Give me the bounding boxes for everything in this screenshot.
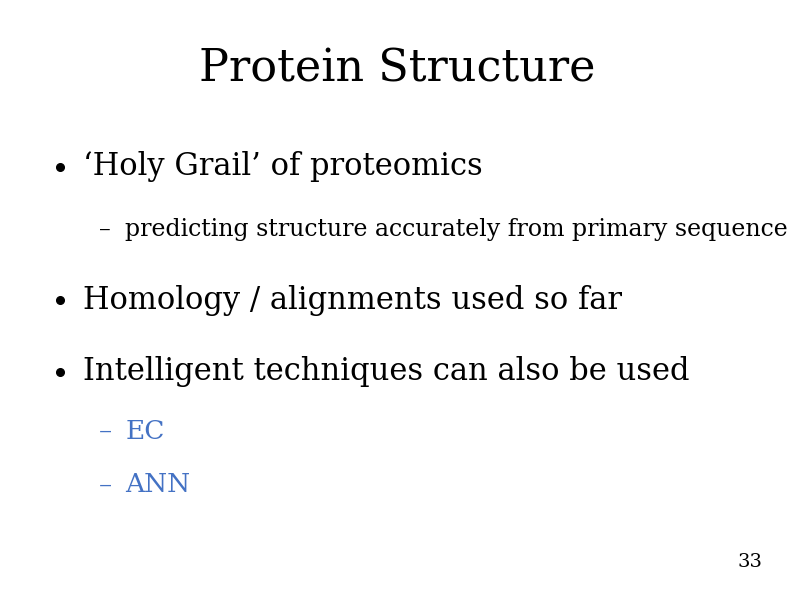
Text: Intelligent techniques can also be used: Intelligent techniques can also be used	[83, 356, 690, 387]
Text: ‘Holy Grail’ of proteomics: ‘Holy Grail’ of proteomics	[83, 151, 483, 182]
Text: Homology / alignments used so far: Homology / alignments used so far	[83, 285, 622, 316]
Text: –: –	[99, 472, 113, 497]
Text: –: –	[99, 218, 111, 240]
Text: 33: 33	[738, 553, 762, 571]
Text: predicting structure accurately from primary sequence: predicting structure accurately from pri…	[125, 218, 788, 240]
Text: –: –	[99, 419, 113, 444]
Text: Protein Structure: Protein Structure	[198, 47, 596, 90]
Text: EC: EC	[125, 419, 165, 444]
Text: ANN: ANN	[125, 472, 191, 497]
